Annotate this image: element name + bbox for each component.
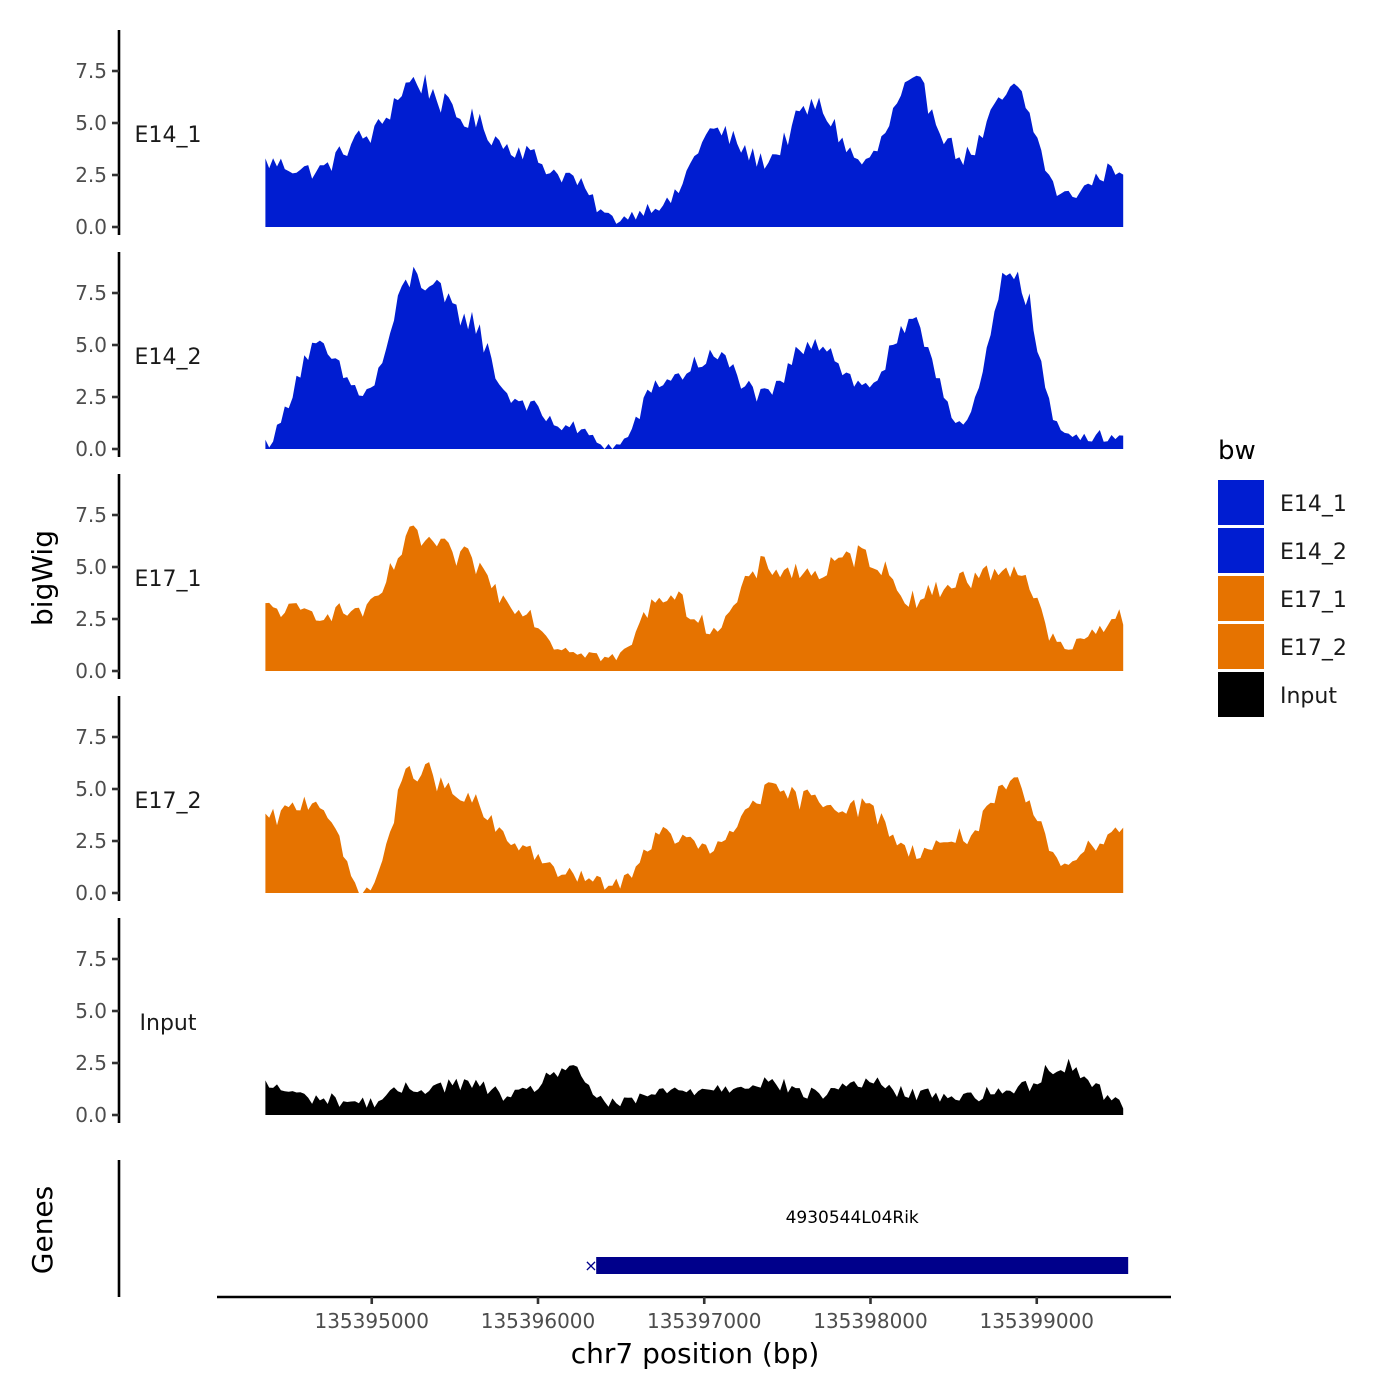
x-tick-label: 135397000: [647, 1309, 762, 1333]
y-tick-label: 5.0: [75, 999, 107, 1023]
legend-swatch: [1218, 672, 1264, 717]
signal-area: [265, 762, 1124, 893]
signal-area: [265, 266, 1124, 449]
legend-label: E14_2: [1280, 540, 1347, 565]
x-tick-label: 135395000: [314, 1309, 429, 1333]
legend-title: bw: [1218, 436, 1256, 466]
y-tick-label: 7.5: [75, 725, 107, 749]
x-axis-title: chr7 position (bp): [571, 1337, 820, 1370]
track-label: E14_2: [135, 345, 202, 370]
gene-name: 4930544L04Rik: [786, 1208, 919, 1228]
y-tick-label: 0.0: [75, 659, 107, 683]
y-tick-label: 7.5: [75, 947, 107, 971]
y-axis-title: bigWig: [26, 530, 59, 626]
track-label: E14_1: [135, 123, 202, 148]
x-tick-label: 135399000: [979, 1309, 1094, 1333]
y-tick-label: 0.0: [75, 437, 107, 461]
track-label: E17_2: [135, 789, 202, 814]
y-tick-label: 5.0: [75, 777, 107, 801]
y-tick-label: 7.5: [75, 503, 107, 527]
y-tick-label: 2.5: [75, 607, 107, 631]
gene-body: [596, 1257, 1129, 1274]
y-tick-label: 2.5: [75, 385, 107, 409]
y-tick-label: 2.5: [75, 163, 107, 187]
signal-area: [265, 525, 1124, 671]
legend-label: E14_1: [1280, 492, 1347, 517]
legend-label: E17_1: [1280, 588, 1347, 613]
track-e17-2: 0.0 2.5 5.0 7.5 E17_2: [75, 696, 1124, 905]
track-e14-1: 0.0 2.5 5.0 7.5 E14_1: [75, 30, 1124, 239]
legend-swatch: [1218, 480, 1264, 525]
x-tick-label: 135398000: [813, 1309, 928, 1333]
x-axis: 135395000 135396000 135397000 135398000 1353…: [217, 1295, 1171, 1333]
y-tick-label: 0.0: [75, 1103, 107, 1127]
track-e14-2: 0.0 2.5 5.0 7.5 E14_2: [75, 252, 1124, 461]
x-tick-label: 135396000: [481, 1309, 596, 1333]
track-label: E17_1: [135, 567, 202, 592]
legend-swatch: [1218, 624, 1264, 669]
genes-track-title: Genes: [26, 1186, 59, 1274]
gene-start-marker: ×: [584, 1256, 597, 1275]
signal-area: [265, 74, 1124, 227]
y-tick-label: 2.5: [75, 1051, 107, 1075]
legend-label: E17_2: [1280, 636, 1347, 661]
y-tick-label: 7.5: [75, 59, 107, 83]
y-tick-label: 0.0: [75, 881, 107, 905]
legend: bw E14_1 E14_2 E17_1 E17_2 Input: [1218, 436, 1347, 717]
y-tick-label: 5.0: [75, 111, 107, 135]
signal-area: [265, 1058, 1124, 1115]
y-tick-label: 0.0: [75, 215, 107, 239]
bigwig-tracks: 0.0 2.5 5.0 7.5 E14_1 0.0 2.5 5.0 7.5 E14_2 0.0 2.5…: [75, 30, 1124, 1127]
legend-swatch: [1218, 576, 1264, 621]
track-label: Input: [140, 1011, 197, 1036]
legend-swatch: [1218, 528, 1264, 573]
y-tick-label: 2.5: [75, 829, 107, 853]
y-tick-label: 5.0: [75, 555, 107, 579]
y-tick-label: 7.5: [75, 281, 107, 305]
y-tick-label: 5.0: [75, 333, 107, 357]
track-e17-1: 0.0 2.5 5.0 7.5 E17_1: [75, 474, 1124, 683]
track-input: 0.0 2.5 5.0 7.5 Input: [75, 918, 1124, 1127]
legend-label: Input: [1280, 684, 1337, 709]
genes-track: × 4930544L04Rik: [117, 1160, 1129, 1297]
